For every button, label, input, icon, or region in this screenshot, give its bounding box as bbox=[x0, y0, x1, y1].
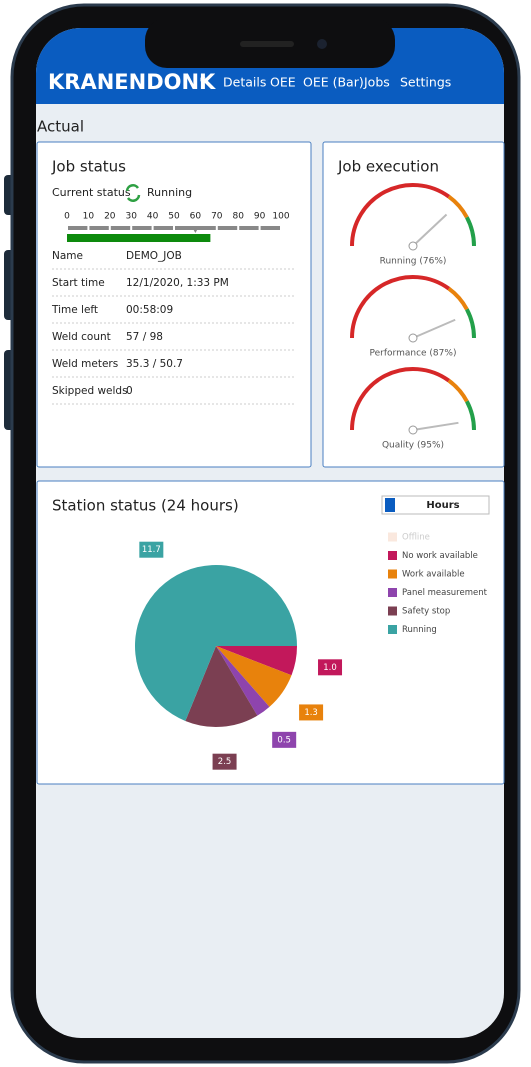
row-label: Skipped welds bbox=[52, 385, 128, 397]
row-label: Time left bbox=[51, 304, 98, 316]
gauge-label: Performance (87%) bbox=[370, 349, 457, 359]
data-label-box bbox=[272, 731, 297, 748]
card-title: Job execution bbox=[337, 158, 439, 176]
gauge-hub bbox=[408, 241, 418, 251]
legend-swatch bbox=[388, 551, 397, 560]
row-label: Name bbox=[52, 250, 83, 262]
toggle-label[interactable]: Hours bbox=[426, 500, 459, 511]
row-value: DEMO_JOB bbox=[126, 250, 182, 262]
row-label: Weld meters bbox=[52, 358, 118, 370]
card-title: Station status (24 hours) bbox=[52, 497, 239, 515]
status-value: Running bbox=[147, 186, 192, 199]
legend-label[interactable]: Panel measurement bbox=[402, 588, 488, 598]
legend-swatch bbox=[388, 606, 397, 616]
legend-swatch bbox=[388, 532, 397, 542]
legend-label[interactable]: Work available bbox=[402, 570, 465, 580]
nav-link[interactable]: Details bbox=[223, 75, 266, 90]
progress-tick-label: 60 bbox=[190, 212, 202, 222]
nav-link[interactable]: OEE bbox=[270, 75, 296, 90]
gauge-hub bbox=[408, 333, 418, 343]
pie-slice bbox=[185, 646, 258, 727]
data-label-box bbox=[139, 541, 164, 558]
legend-label[interactable]: Offline bbox=[402, 533, 430, 543]
gauge-zone bbox=[350, 367, 451, 431]
gauge-label: Quality (95%) bbox=[382, 441, 444, 451]
pie-slice bbox=[135, 565, 297, 721]
hours-toggle[interactable] bbox=[381, 495, 490, 515]
speaker bbox=[240, 41, 294, 47]
progress-tick-label: 70 bbox=[211, 212, 223, 222]
row-value: 00:58:09 bbox=[126, 304, 173, 316]
progress-tick-label: 50 bbox=[168, 212, 180, 222]
data-label: 2.5 bbox=[218, 757, 232, 767]
progress-tick-label: 20 bbox=[104, 212, 116, 222]
legend-swatch bbox=[388, 588, 397, 597]
gauge-zone bbox=[350, 183, 451, 247]
gauge-zone bbox=[350, 275, 451, 339]
toggle-indicator bbox=[385, 498, 395, 512]
section-title: Actual bbox=[37, 118, 84, 136]
gauge-zone bbox=[465, 308, 476, 339]
nav-link[interactable]: Jobs bbox=[363, 75, 390, 90]
refresh-icon bbox=[125, 184, 141, 202]
gauge-needle bbox=[412, 213, 448, 247]
progress-tick-label: 0 bbox=[64, 212, 70, 222]
data-label-box bbox=[212, 753, 237, 770]
data-label: 1.0 bbox=[323, 663, 337, 673]
job-status-card bbox=[36, 141, 312, 468]
progress-tick-label: 40 bbox=[147, 212, 159, 222]
progress-tick-label: 100 bbox=[272, 212, 289, 222]
gauge-zone bbox=[465, 400, 476, 431]
nav-link[interactable]: OEE (Bar) bbox=[303, 75, 364, 90]
legend-swatch bbox=[388, 569, 397, 579]
camera bbox=[317, 39, 327, 49]
row-value: 12/1/2020, 1:33 PM bbox=[126, 277, 229, 289]
row-value: 35.3 / 50.7 bbox=[126, 358, 183, 370]
progress-tick-label: 30 bbox=[125, 212, 137, 222]
progress-marker bbox=[191, 226, 200, 233]
row-value: 0 bbox=[126, 385, 133, 397]
status-label: Current status bbox=[52, 186, 131, 199]
pie-slice bbox=[216, 646, 297, 676]
legend-swatch bbox=[388, 625, 397, 634]
progress-tick-label: 80 bbox=[232, 212, 244, 222]
progress-tick-label: 10 bbox=[83, 212, 95, 222]
gauge-zone bbox=[447, 195, 469, 219]
gauge-needle bbox=[412, 421, 459, 431]
gauge-label: Running (76%) bbox=[380, 257, 447, 267]
data-label-box bbox=[299, 704, 324, 721]
gauge-zone bbox=[465, 216, 476, 247]
gauge-zone bbox=[447, 379, 469, 403]
row-label: Weld count bbox=[52, 331, 111, 343]
row-value: 57 / 98 bbox=[126, 331, 163, 343]
legend-label[interactable]: Safety stop bbox=[402, 607, 450, 617]
progress-bar bbox=[67, 234, 211, 242]
data-label-box bbox=[318, 659, 343, 676]
legend-label[interactable]: No work available bbox=[402, 551, 478, 561]
brand-mark: ® bbox=[199, 76, 207, 85]
gauge-needle bbox=[412, 318, 456, 339]
gauge-zone bbox=[447, 287, 469, 311]
nav-link[interactable]: Settings bbox=[400, 75, 451, 90]
data-label: 0.5 bbox=[277, 735, 291, 745]
progress-tick-label: 90 bbox=[254, 212, 266, 222]
data-label: 1.3 bbox=[304, 708, 318, 718]
gauge-hub bbox=[408, 425, 418, 435]
data-label: 11.7 bbox=[142, 545, 161, 555]
row-label: Start time bbox=[52, 277, 105, 289]
card-title: Job status bbox=[51, 158, 126, 176]
pie-slice bbox=[216, 646, 270, 716]
brand: KRANENDONK bbox=[48, 70, 216, 94]
legend-label[interactable]: Running bbox=[402, 625, 437, 635]
pie-slice bbox=[216, 646, 292, 707]
job-execution-card bbox=[322, 141, 505, 468]
